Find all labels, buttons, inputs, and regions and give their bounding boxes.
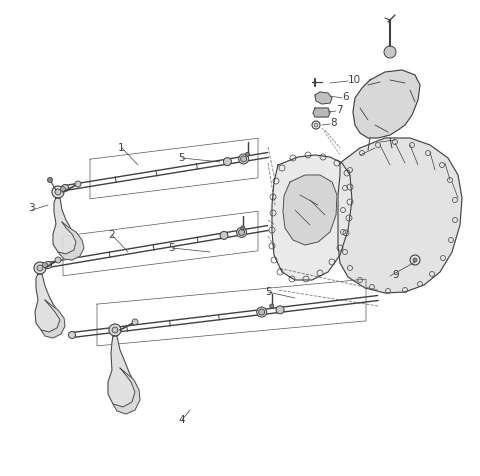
Circle shape — [52, 186, 64, 198]
Circle shape — [276, 306, 284, 314]
Text: 10: 10 — [348, 75, 361, 85]
Circle shape — [34, 262, 46, 274]
Circle shape — [69, 331, 75, 338]
Circle shape — [55, 257, 61, 263]
Polygon shape — [53, 198, 76, 254]
Circle shape — [384, 46, 396, 58]
Circle shape — [245, 152, 250, 156]
Circle shape — [48, 178, 52, 182]
Circle shape — [45, 261, 51, 268]
Polygon shape — [41, 300, 65, 338]
Circle shape — [270, 304, 274, 308]
Circle shape — [132, 319, 138, 325]
Circle shape — [61, 185, 69, 191]
Polygon shape — [58, 222, 84, 260]
Circle shape — [240, 156, 247, 162]
Text: 1: 1 — [118, 143, 125, 153]
Polygon shape — [35, 274, 60, 332]
Polygon shape — [272, 155, 352, 280]
Polygon shape — [313, 108, 330, 117]
Circle shape — [75, 181, 81, 187]
Text: 7: 7 — [336, 105, 343, 115]
Text: 4: 4 — [178, 415, 185, 425]
Circle shape — [55, 189, 61, 195]
Circle shape — [257, 307, 267, 317]
Circle shape — [314, 123, 318, 127]
Text: 9: 9 — [392, 270, 398, 280]
Circle shape — [109, 324, 121, 336]
Polygon shape — [283, 175, 337, 245]
Polygon shape — [108, 336, 135, 407]
Circle shape — [37, 265, 43, 271]
Polygon shape — [353, 70, 420, 138]
Text: 8: 8 — [330, 118, 336, 128]
Circle shape — [413, 258, 417, 262]
Text: 6: 6 — [342, 92, 348, 102]
Circle shape — [60, 187, 65, 191]
Circle shape — [112, 327, 118, 333]
Circle shape — [239, 229, 245, 236]
Polygon shape — [113, 368, 140, 414]
Text: 2: 2 — [108, 230, 115, 240]
Circle shape — [223, 158, 231, 166]
Text: 5: 5 — [168, 243, 175, 253]
Circle shape — [237, 228, 247, 238]
Circle shape — [43, 262, 48, 268]
Polygon shape — [338, 138, 462, 293]
Circle shape — [259, 309, 265, 315]
Circle shape — [220, 231, 228, 239]
Text: 5: 5 — [265, 287, 272, 297]
Text: 3: 3 — [28, 203, 35, 213]
Circle shape — [239, 154, 249, 164]
Circle shape — [241, 226, 245, 230]
Text: 5: 5 — [178, 153, 185, 163]
Polygon shape — [315, 92, 332, 104]
